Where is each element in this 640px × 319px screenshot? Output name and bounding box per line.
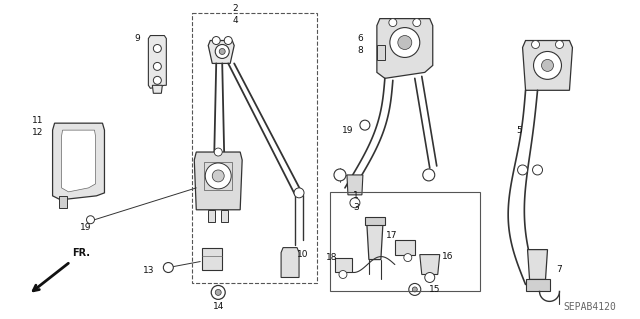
- Circle shape: [154, 63, 161, 70]
- Polygon shape: [52, 123, 104, 200]
- Text: 10: 10: [298, 250, 308, 259]
- Text: 8: 8: [357, 46, 363, 55]
- Circle shape: [534, 51, 561, 79]
- Polygon shape: [221, 210, 228, 222]
- Polygon shape: [347, 175, 363, 195]
- Text: 3: 3: [353, 203, 359, 212]
- Circle shape: [425, 272, 435, 282]
- Text: 16: 16: [442, 252, 454, 261]
- Polygon shape: [59, 196, 67, 208]
- Circle shape: [412, 287, 417, 292]
- Polygon shape: [335, 257, 352, 271]
- Circle shape: [350, 198, 360, 208]
- Circle shape: [86, 216, 95, 224]
- Bar: [192, 13, 317, 284]
- Polygon shape: [525, 279, 550, 292]
- Text: 6: 6: [357, 34, 363, 43]
- Text: FR.: FR.: [72, 248, 90, 257]
- Polygon shape: [152, 85, 163, 93]
- Circle shape: [532, 165, 543, 175]
- Circle shape: [541, 59, 554, 71]
- Circle shape: [163, 263, 173, 272]
- Text: 14: 14: [212, 302, 224, 311]
- Circle shape: [409, 284, 420, 295]
- Polygon shape: [202, 248, 222, 270]
- Circle shape: [390, 27, 420, 57]
- Polygon shape: [195, 152, 242, 210]
- Text: 7: 7: [557, 265, 563, 274]
- Text: 9: 9: [134, 34, 140, 43]
- Polygon shape: [365, 217, 385, 225]
- Circle shape: [294, 188, 304, 198]
- Circle shape: [518, 165, 527, 175]
- Text: 12: 12: [32, 128, 44, 137]
- Polygon shape: [395, 240, 415, 255]
- Text: 2: 2: [232, 4, 238, 13]
- Polygon shape: [522, 41, 572, 90]
- Text: 11: 11: [32, 116, 44, 125]
- Text: 5: 5: [516, 126, 522, 135]
- Circle shape: [215, 289, 221, 295]
- Circle shape: [334, 169, 346, 181]
- Text: 19: 19: [342, 126, 354, 135]
- Polygon shape: [208, 210, 215, 222]
- Text: 13: 13: [143, 266, 154, 275]
- Polygon shape: [208, 41, 234, 63]
- Circle shape: [205, 163, 231, 189]
- Text: 4: 4: [232, 16, 238, 25]
- Bar: [330, 192, 479, 292]
- Polygon shape: [377, 46, 385, 60]
- Circle shape: [220, 48, 225, 55]
- Circle shape: [215, 45, 229, 58]
- Polygon shape: [420, 255, 440, 274]
- Circle shape: [214, 148, 222, 156]
- Text: SEPAB4120: SEPAB4120: [563, 302, 616, 312]
- Circle shape: [556, 41, 563, 48]
- Text: 15: 15: [429, 285, 440, 294]
- Circle shape: [212, 170, 224, 182]
- Circle shape: [154, 45, 161, 52]
- Circle shape: [423, 169, 435, 181]
- Circle shape: [212, 37, 220, 45]
- Polygon shape: [527, 249, 547, 279]
- Circle shape: [211, 286, 225, 300]
- Text: 17: 17: [386, 231, 397, 240]
- Polygon shape: [148, 35, 166, 88]
- Text: 19: 19: [80, 223, 92, 232]
- Polygon shape: [367, 225, 383, 260]
- Circle shape: [154, 76, 161, 84]
- Polygon shape: [281, 248, 299, 278]
- Circle shape: [224, 37, 232, 45]
- Circle shape: [360, 120, 370, 130]
- Circle shape: [339, 271, 347, 278]
- Circle shape: [404, 254, 412, 262]
- Circle shape: [398, 35, 412, 49]
- Circle shape: [413, 19, 420, 26]
- Polygon shape: [377, 19, 433, 78]
- Text: 1: 1: [353, 191, 359, 200]
- Circle shape: [532, 41, 540, 48]
- Text: 18: 18: [326, 253, 338, 262]
- Polygon shape: [61, 130, 95, 192]
- Circle shape: [389, 19, 397, 26]
